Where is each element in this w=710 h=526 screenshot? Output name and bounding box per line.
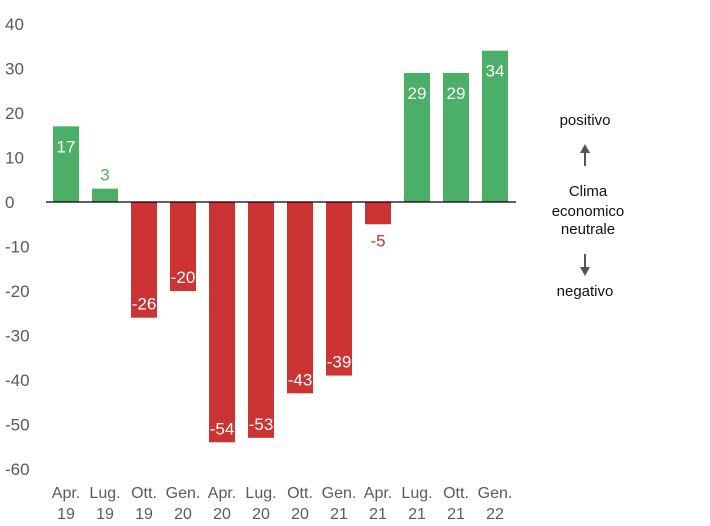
bar: [209, 202, 235, 443]
bar-value-label: 17: [57, 137, 76, 156]
x-tick-label-year: 21: [408, 506, 426, 523]
x-tick-label-month: Lug.: [245, 485, 276, 502]
x-tick-label-year: 21: [330, 506, 348, 523]
x-tick-label-year: 21: [447, 506, 465, 523]
bar-value-label: 34: [486, 62, 505, 81]
arrow-down-icon: [580, 254, 590, 276]
y-tick-label: 30: [5, 60, 24, 79]
x-tick-label-year: 20: [291, 506, 309, 523]
x-tick-label-year: 19: [57, 506, 75, 523]
legend-neutral-line-3: neutrale: [561, 221, 615, 238]
x-tick-label-month: Ott.: [131, 485, 157, 502]
x-tick-label-month: Ott.: [287, 485, 313, 502]
x-tick-label-year: 19: [96, 506, 114, 523]
data-labels: 17 3 -26 -20 -54 -53 -43 -39 -5 29 29 34: [57, 62, 505, 439]
x-tick-label-month: Apr.: [208, 485, 236, 502]
bar-value-label: -54: [210, 419, 235, 438]
legend-neutral-line-1: Clima: [569, 183, 608, 200]
bar: [365, 202, 391, 225]
bar: [482, 50, 508, 203]
x-tick-label-year: 20: [174, 506, 192, 523]
x-tick-label-year: 20: [252, 506, 270, 523]
y-axis: 40 30 20 10 0 -10 -20 -30 -40 -50 -60: [5, 15, 30, 479]
bar: [170, 202, 196, 291]
y-tick-label: 40: [5, 15, 24, 34]
y-tick-label: 10: [5, 149, 24, 168]
bar: [53, 126, 79, 202]
y-tick-label: -60: [5, 460, 30, 479]
bar: [443, 72, 469, 202]
bar-value-label: -43: [288, 370, 313, 389]
x-tick-label-month: Gen.: [166, 485, 201, 502]
x-tick-label-year: 22: [486, 506, 504, 523]
x-tick-label-month: Lug.: [89, 485, 120, 502]
y-tick-label: -10: [5, 238, 30, 257]
bar: [248, 202, 274, 438]
bar-value-label: -39: [327, 353, 352, 372]
bar: [92, 188, 118, 202]
x-tick-label-month: Apr.: [52, 485, 80, 502]
bar-value-label: 29: [408, 84, 427, 103]
x-tick-label-month: Gen.: [478, 485, 513, 502]
y-tick-label: -20: [5, 282, 30, 301]
climate-legend: positivo Clima economico neutrale negati…: [552, 112, 625, 300]
arrow-up-icon: [580, 144, 590, 166]
x-tick-label-month: Ott.: [443, 485, 469, 502]
bar-value-label: -5: [370, 231, 385, 250]
legend-positive-label: positivo: [560, 112, 611, 129]
bars: [53, 50, 508, 443]
y-tick-label: -40: [5, 371, 30, 390]
x-axis: Apr. 19 Lug. 19 Ott. 19 Gen. 20 Apr. 20 Lug. 20 Ott.…: [52, 485, 513, 523]
bar-value-label: 3: [100, 166, 109, 185]
bar: [404, 72, 430, 202]
y-tick-label: 0: [5, 193, 14, 212]
x-tick-label-year: 21: [369, 506, 387, 523]
x-tick-label-month: Gen.: [322, 485, 357, 502]
bar: [326, 202, 352, 376]
bar: [131, 202, 157, 318]
bar-value-label: -20: [171, 268, 196, 287]
x-tick-label-year: 19: [135, 506, 153, 523]
x-tick-label-year: 20: [213, 506, 231, 523]
y-tick-label: -30: [5, 327, 30, 346]
bar-value-label: -26: [132, 295, 157, 314]
bar-value-label: -53: [249, 415, 274, 434]
x-tick-label-month: Lug.: [401, 485, 432, 502]
y-tick-label: -50: [5, 416, 30, 435]
legend-neutral-line-2: economico: [552, 203, 625, 220]
y-tick-label: 20: [5, 104, 24, 123]
x-tick-label-month: Apr.: [364, 485, 392, 502]
legend-negative-label: negativo: [557, 283, 614, 300]
bar-value-label: 29: [447, 84, 466, 103]
bar: [287, 202, 313, 394]
